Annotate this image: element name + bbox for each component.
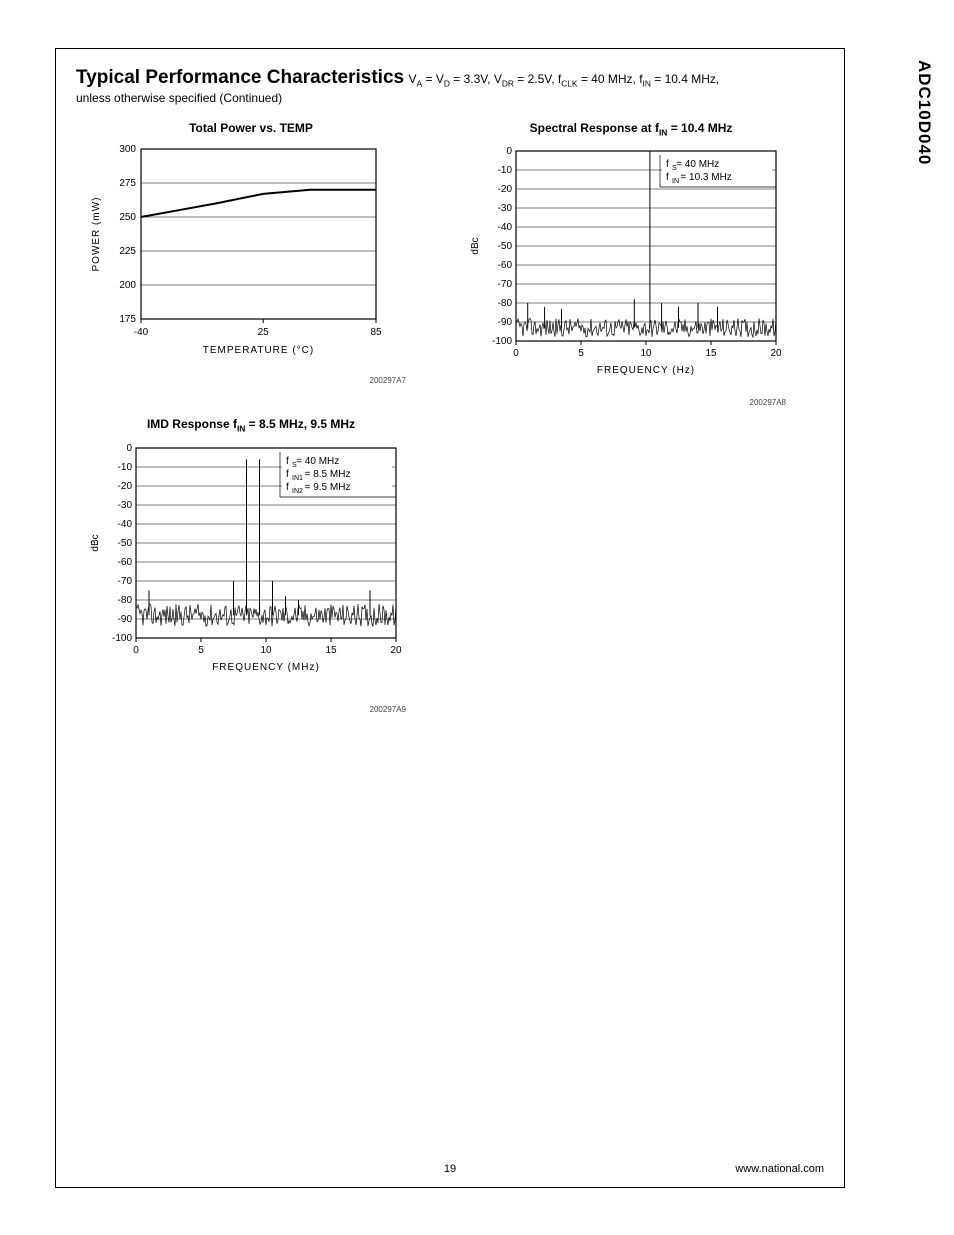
section-continued: unless otherwise specified (Continued) xyxy=(76,91,824,105)
svg-text:-100: -100 xyxy=(112,633,132,644)
chart3-svg: -100-90-80-70-60-50-40-30-20-10005101520… xyxy=(76,438,416,698)
svg-text:f: f xyxy=(666,172,669,183)
svg-text:f: f xyxy=(286,456,289,467)
svg-text:TEMPERATURE (°C): TEMPERATURE (°C) xyxy=(203,345,314,356)
svg-text:250: 250 xyxy=(119,212,136,223)
svg-text:15: 15 xyxy=(325,645,337,656)
svg-text:= 8.5 MHz: = 8.5 MHz xyxy=(305,469,351,480)
svg-text:-30: -30 xyxy=(498,203,513,214)
chart-imd-response: IMD Response fIN = 8.5 MHz, 9.5 MHz -100… xyxy=(76,417,426,713)
svg-text:= 40 MHz: = 40 MHz xyxy=(676,159,719,170)
section-conditions: VA = VD = 3.3V, VDR = 2.5V, fCLK = 40 MH… xyxy=(409,72,720,86)
page-footer: 19 www.national.com xyxy=(56,1163,844,1175)
chart1-title: Total Power vs. TEMP xyxy=(76,121,426,135)
chart-spectral-response: Spectral Response at fIN = 10.4 MHz -100… xyxy=(456,121,806,407)
svg-text:-10: -10 xyxy=(498,165,513,176)
svg-text:15: 15 xyxy=(705,348,717,359)
svg-text:225: 225 xyxy=(119,246,136,257)
svg-text:0: 0 xyxy=(513,348,519,359)
svg-text:-60: -60 xyxy=(118,557,133,568)
chart-total-power: Total Power vs. TEMP 175 200 225 250 275 300 -… xyxy=(76,121,426,407)
svg-text:-80: -80 xyxy=(498,298,513,309)
svg-text:-40: -40 xyxy=(134,327,149,338)
svg-text:10: 10 xyxy=(260,645,272,656)
svg-text:-90: -90 xyxy=(498,317,513,328)
svg-text:-20: -20 xyxy=(498,184,513,195)
svg-text:-90: -90 xyxy=(118,614,133,625)
svg-text:-100: -100 xyxy=(492,336,512,347)
svg-text:-10: -10 xyxy=(118,462,133,473)
charts-container: Total Power vs. TEMP 175200225250275300-… xyxy=(56,111,844,724)
svg-text:175: 175 xyxy=(119,314,136,325)
svg-text:5: 5 xyxy=(578,348,584,359)
svg-text:IN2: IN2 xyxy=(292,488,303,495)
svg-text:f: f xyxy=(286,469,289,480)
svg-text:300: 300 xyxy=(119,144,136,155)
svg-text:-50: -50 xyxy=(118,538,133,549)
svg-text:5: 5 xyxy=(198,645,204,656)
svg-text:f: f xyxy=(286,482,289,493)
svg-text:-40: -40 xyxy=(118,519,133,530)
svg-text:-60: -60 xyxy=(498,260,513,271)
svg-text:FREQUENCY (Hz): FREQUENCY (Hz) xyxy=(597,365,695,376)
svg-text:-40: -40 xyxy=(498,222,513,233)
svg-text:-50: -50 xyxy=(498,241,513,252)
section-header: Typical Performance Characteristics VA =… xyxy=(56,49,844,111)
chart1-svg: 175 200 225 250 275 300 -40 25 85 TEMPERATURE (°C… xyxy=(76,139,396,369)
chart1-id: 200297A7 xyxy=(76,376,426,385)
svg-text:FREQUENCY (MHz): FREQUENCY (MHz) xyxy=(212,662,320,673)
svg-text:IN: IN xyxy=(672,178,679,185)
svg-text:200: 200 xyxy=(119,280,136,291)
chart2-title: Spectral Response at fIN = 10.4 MHz xyxy=(456,121,806,137)
svg-text:dBc: dBc xyxy=(470,238,481,255)
svg-text:f: f xyxy=(666,159,669,170)
svg-text:POWER (mW): POWER (mW) xyxy=(91,197,102,272)
footer-url: www.national.com xyxy=(735,1163,824,1175)
svg-text:275: 275 xyxy=(119,178,136,189)
svg-text:-70: -70 xyxy=(118,576,133,587)
svg-text:IN1: IN1 xyxy=(292,475,303,482)
page-number: 19 xyxy=(444,1163,456,1175)
page-frame: Typical Performance Characteristics VA =… xyxy=(55,48,845,1188)
svg-text:0: 0 xyxy=(506,146,512,157)
svg-text:85: 85 xyxy=(370,327,382,338)
svg-text:20: 20 xyxy=(770,348,782,359)
svg-text:= 10.3 MHz: = 10.3 MHz xyxy=(680,172,731,183)
section-title: Typical Performance Characteristics xyxy=(76,67,404,88)
svg-text:= 9.5 MHz: = 9.5 MHz xyxy=(305,482,351,493)
svg-text:-30: -30 xyxy=(118,500,133,511)
svg-text:20: 20 xyxy=(390,645,402,656)
part-number-label: ADC10D040 xyxy=(914,60,934,165)
chart2-svg: -100-90-80-70-60-50-40-30-20-10005101520… xyxy=(456,141,796,391)
svg-text:= 40 MHz: = 40 MHz xyxy=(296,456,339,467)
chart3-title: IMD Response fIN = 8.5 MHz, 9.5 MHz xyxy=(76,417,426,433)
chart3-id: 200297A9 xyxy=(76,705,426,714)
svg-text:25: 25 xyxy=(258,327,270,338)
svg-text:0: 0 xyxy=(126,443,132,454)
svg-text:-20: -20 xyxy=(118,481,133,492)
svg-text:-80: -80 xyxy=(118,595,133,606)
svg-text:0: 0 xyxy=(133,645,139,656)
chart2-id: 200297A8 xyxy=(456,398,806,407)
svg-text:-70: -70 xyxy=(498,279,513,290)
svg-text:10: 10 xyxy=(640,348,652,359)
svg-text:dBc: dBc xyxy=(90,534,101,551)
